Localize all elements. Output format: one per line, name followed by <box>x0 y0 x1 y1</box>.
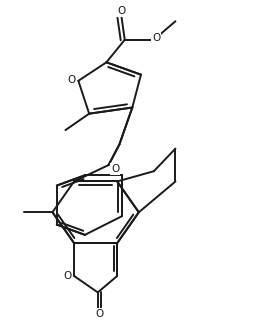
Text: O: O <box>96 309 104 319</box>
Text: O: O <box>63 271 72 281</box>
Text: O: O <box>68 75 76 85</box>
Text: O: O <box>152 33 160 43</box>
Text: O: O <box>118 6 126 16</box>
Text: O: O <box>111 164 119 174</box>
